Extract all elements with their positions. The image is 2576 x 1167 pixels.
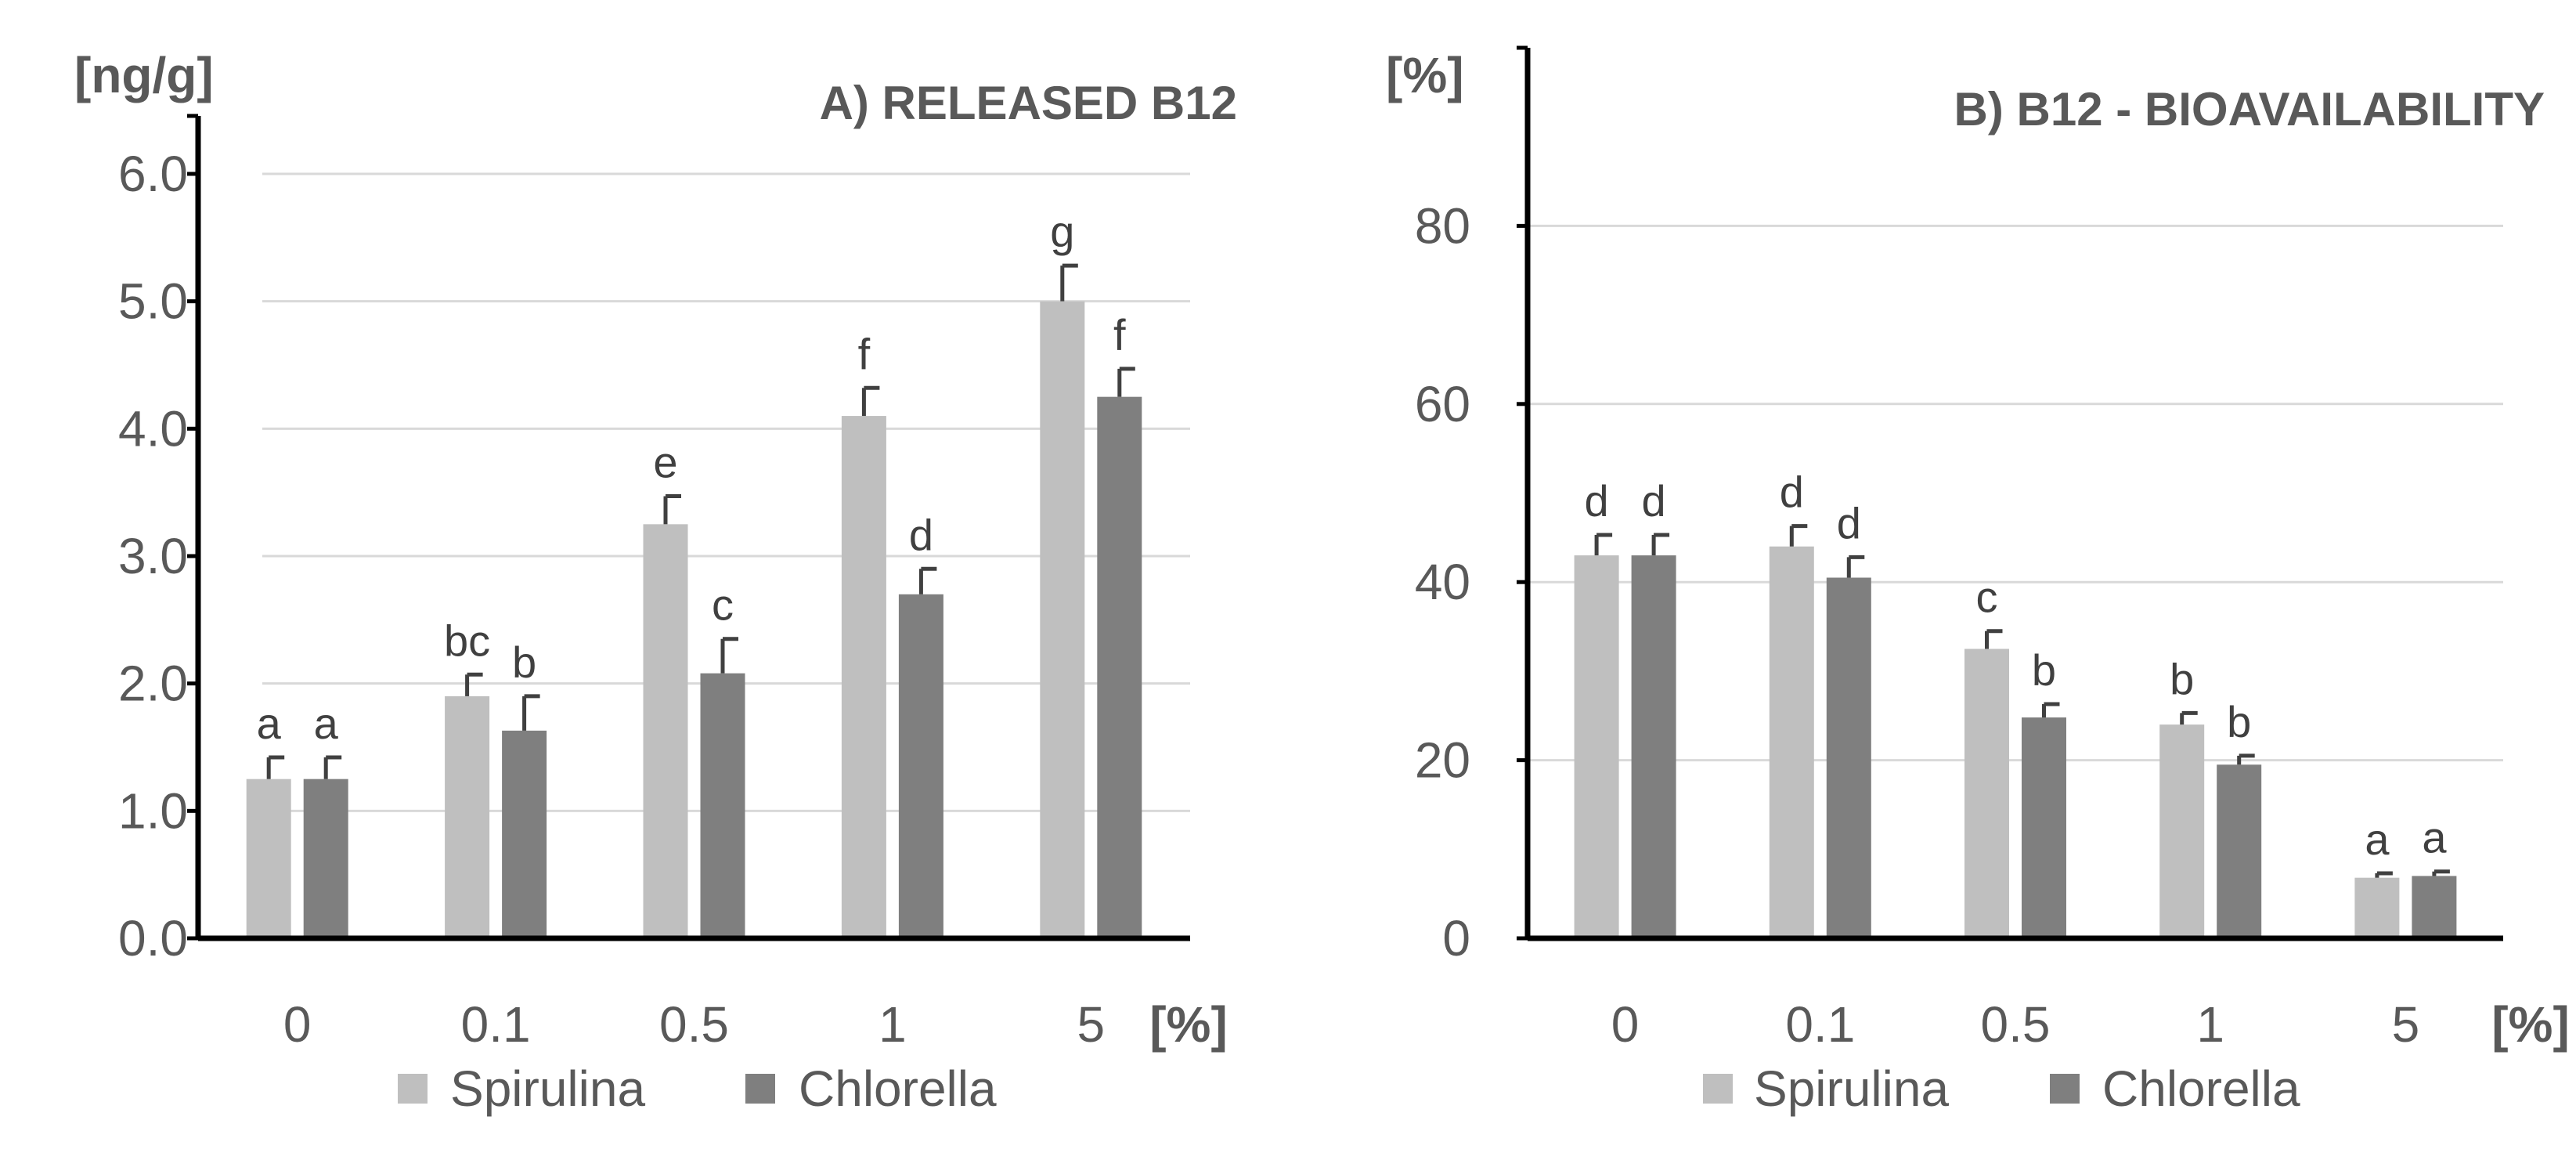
bar-chlorella-1 xyxy=(2217,764,2262,938)
bar-chlorella-0.5 xyxy=(700,673,745,938)
x-tick-label: 0 xyxy=(283,996,312,1053)
panel-released-b12: 0.0 1.0 2.0 3.0 4.0 5.0 6.0 a a 0 bc b 0.1 e c 0.5 f d 1 g f… xyxy=(74,47,1237,1117)
significance-letter: bc xyxy=(444,616,490,665)
legend-label-chlorella: Chlorella xyxy=(799,1060,997,1117)
significance-letter: d xyxy=(909,510,933,559)
bar-chlorella-0.1 xyxy=(502,730,547,938)
x-tick-label: 0.5 xyxy=(1981,996,2051,1053)
bar-spirulina-0.1 xyxy=(1769,546,1814,938)
significance-letter: f xyxy=(1113,310,1126,359)
bar-spirulina-5 xyxy=(2354,877,2400,938)
legend-swatch-chlorella xyxy=(745,1074,775,1104)
bar-spirulina-1 xyxy=(2159,724,2205,938)
bar-spirulina-1 xyxy=(841,416,886,938)
legend: Spirulina Chlorella xyxy=(1703,1060,2300,1117)
significance-letter: d xyxy=(1642,476,1666,526)
y-tick-label: 3.0 xyxy=(118,528,188,584)
x-tick-label: 0.1 xyxy=(1785,996,1855,1053)
significance-letter: d xyxy=(1780,468,1804,517)
significance-letter: c xyxy=(1976,573,1998,622)
x-tick-label: 0.5 xyxy=(659,996,729,1053)
y-tick-label: 60 xyxy=(1415,376,1470,432)
significance-letter: b xyxy=(2227,697,2251,746)
bar-spirulina-0.5 xyxy=(1964,649,2009,938)
x-tick-label: 5 xyxy=(2392,996,2420,1053)
significance-letter: c xyxy=(712,580,734,630)
bar-chlorella-0 xyxy=(303,779,348,938)
bar-spirulina-0 xyxy=(246,779,291,938)
legend-label-spirulina: Spirulina xyxy=(450,1060,645,1117)
bar-spirulina-0.5 xyxy=(643,524,688,938)
bar-chlorella-0 xyxy=(1631,555,1676,938)
chart-title: A) RELEASED B12 xyxy=(820,77,1237,129)
bar-spirulina-0.1 xyxy=(445,696,490,938)
bar-chlorella-0.1 xyxy=(1826,577,1871,938)
y-axis-unit-label: [ng/g] xyxy=(74,47,214,103)
significance-letter: a xyxy=(257,699,282,748)
significance-letter: b xyxy=(2170,654,2194,703)
x-tick-label: 1 xyxy=(879,996,907,1053)
significance-letter: a xyxy=(2422,813,2447,862)
y-tick-label: 0 xyxy=(1442,910,1470,966)
bar-spirulina-5 xyxy=(1040,301,1085,939)
x-tick-label: 5 xyxy=(1077,996,1106,1053)
significance-letter: e xyxy=(653,438,677,487)
significance-letter: d xyxy=(1585,476,1609,526)
significance-letter: b xyxy=(512,638,536,687)
bar-chlorella-0.5 xyxy=(2022,717,2066,938)
x-tick-label: 0.1 xyxy=(461,996,531,1053)
legend-swatch-spirulina xyxy=(1703,1074,1733,1104)
y-axis-unit-label: [%] xyxy=(1386,47,1464,103)
y-tick-label: 5.0 xyxy=(118,273,188,330)
significance-letter: f xyxy=(858,329,871,378)
bar-chlorella-1 xyxy=(898,594,943,938)
y-tick-label: 80 xyxy=(1415,197,1470,254)
legend-swatch-spirulina xyxy=(398,1074,428,1104)
legend-swatch-chlorella xyxy=(2050,1074,2080,1104)
x-axis-unit-label: [%] xyxy=(1149,996,1228,1053)
legend-label-chlorella: Chlorella xyxy=(2102,1060,2300,1117)
y-tick-label: 4.0 xyxy=(118,400,188,457)
significance-letter: a xyxy=(314,699,339,748)
y-tick-label: 20 xyxy=(1415,732,1470,789)
y-tick-label: 1.0 xyxy=(118,782,188,839)
significance-letter: a xyxy=(2365,815,2390,864)
significance-letter: d xyxy=(1837,498,1861,547)
x-axis-unit-label: [%] xyxy=(2491,996,2570,1053)
significance-letter: g xyxy=(1050,207,1074,256)
bar-chlorella-5 xyxy=(2412,876,2457,938)
y-tick-label: 40 xyxy=(1415,554,1470,610)
legend-label-spirulina: Spirulina xyxy=(1754,1060,1949,1117)
x-tick-label: 1 xyxy=(2196,996,2224,1053)
y-tick-label: 2.0 xyxy=(118,656,188,712)
significance-letter: b xyxy=(2032,645,2056,695)
y-tick-label: 0.0 xyxy=(118,910,188,966)
bar-spirulina-0 xyxy=(1574,555,1619,938)
y-tick-label: 6.0 xyxy=(118,146,188,202)
x-tick-label: 0 xyxy=(1611,996,1640,1053)
legend: Spirulina Chlorella xyxy=(398,1060,997,1117)
bar-chlorella-5 xyxy=(1097,396,1142,939)
chart-title: B) B12 - BIOAVAILABILITY xyxy=(1954,83,2545,135)
